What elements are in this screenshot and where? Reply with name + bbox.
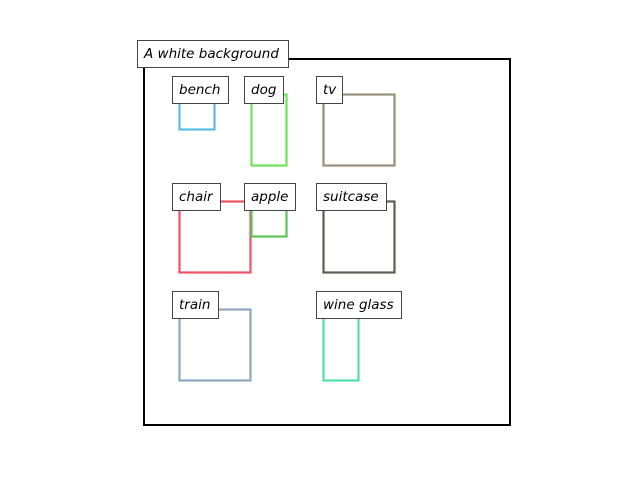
label-tv: tv (316, 76, 343, 104)
label-suitcase-text: suitcase (323, 189, 379, 205)
label-apple-text: apple (251, 189, 288, 205)
label-bench-text: bench (179, 82, 220, 98)
wine-glass-box (322, 308, 360, 382)
train-box (178, 308, 252, 382)
caption-label: A white background (137, 40, 289, 68)
label-chair-text: chair (179, 189, 214, 205)
label-suitcase: suitcase (316, 183, 387, 211)
label-bench: bench (172, 76, 229, 104)
label-tv-text: tv (323, 82, 337, 98)
label-wine-glass: wine glass (316, 291, 402, 319)
label-chair: chair (172, 183, 221, 211)
label-train-text: train (179, 297, 210, 313)
label-wine-glass-text: wine glass (323, 297, 394, 313)
suitcase-box (322, 200, 396, 274)
label-train: train (172, 291, 219, 319)
caption-label-box (137, 40, 289, 68)
tv-box (322, 93, 396, 167)
caption-text: A white background (143, 46, 279, 62)
label-dog: dog (244, 76, 284, 104)
chair-box (178, 200, 252, 274)
label-apple: apple (244, 183, 296, 211)
scene-frame (143, 58, 511, 426)
label-dog-text: dog (251, 82, 277, 98)
dog-box (250, 93, 288, 167)
